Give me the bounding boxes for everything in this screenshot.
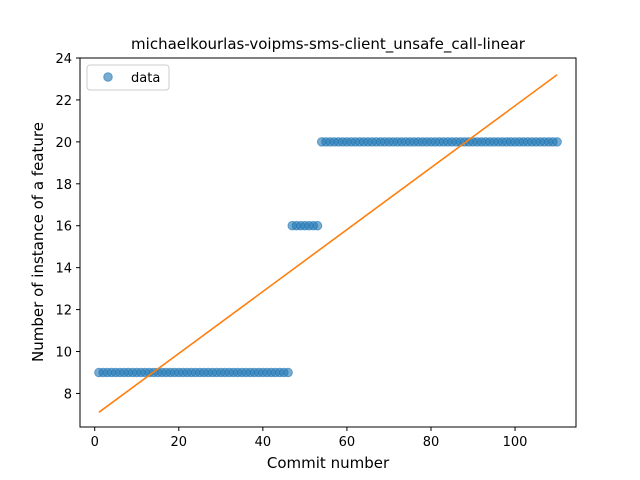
x-tick-label: 40 bbox=[255, 435, 272, 450]
y-tick-label: 10 bbox=[55, 346, 72, 361]
y-axis-label: Number of instance of a feature bbox=[29, 122, 47, 362]
y-tick-label: 22 bbox=[55, 94, 72, 109]
data-point bbox=[552, 137, 562, 147]
data-point bbox=[312, 220, 323, 231]
y-tick-label: 8 bbox=[64, 387, 72, 402]
legend: data bbox=[86, 64, 170, 91]
x-tick-label: 20 bbox=[171, 435, 188, 450]
y-axis: 8 10 12 14 16 18 20 22 24 bbox=[55, 52, 80, 402]
plot-area bbox=[94, 74, 562, 413]
data-points bbox=[94, 137, 562, 378]
y-tick-label: 24 bbox=[55, 52, 72, 67]
y-tick-label: 16 bbox=[55, 220, 72, 235]
x-axis: 0 20 40 60 80 100 bbox=[91, 427, 528, 450]
data-point bbox=[283, 367, 293, 378]
x-axis-label: Commit number bbox=[267, 454, 390, 472]
x-tick-label: 60 bbox=[339, 435, 356, 450]
chart-title: michaelkourlas-voipms-sms-client_unsafe_… bbox=[131, 35, 526, 54]
y-tick-label: 14 bbox=[55, 262, 72, 277]
x-tick-label: 0 bbox=[91, 435, 99, 450]
legend-box bbox=[86, 64, 170, 91]
fit-line bbox=[98, 74, 558, 413]
legend-marker-data bbox=[103, 72, 113, 82]
axes-frame bbox=[79, 57, 577, 428]
fit-lines bbox=[98, 74, 558, 413]
y-tick-label: 18 bbox=[55, 178, 72, 193]
legend-label-data: data bbox=[131, 71, 160, 86]
y-tick-label: 20 bbox=[55, 136, 72, 151]
y-tick-label: 12 bbox=[55, 304, 72, 319]
x-tick-label: 80 bbox=[423, 435, 440, 450]
x-tick-label: 100 bbox=[503, 435, 528, 450]
